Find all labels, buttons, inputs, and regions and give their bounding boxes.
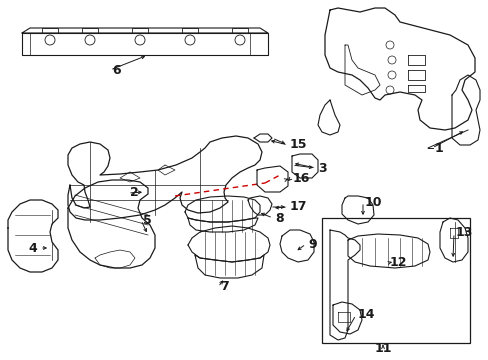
- Text: 5: 5: [142, 213, 151, 226]
- Text: 10: 10: [364, 195, 382, 208]
- Text: 9: 9: [307, 238, 316, 251]
- Text: 13: 13: [455, 226, 472, 239]
- Text: 7: 7: [220, 280, 228, 293]
- Text: 8: 8: [274, 211, 283, 225]
- Text: 17: 17: [289, 201, 307, 213]
- Text: 12: 12: [389, 256, 407, 270]
- Text: 16: 16: [292, 171, 310, 184]
- Text: 6: 6: [112, 63, 121, 77]
- Text: 1: 1: [434, 141, 443, 154]
- Text: 3: 3: [317, 162, 326, 175]
- Bar: [321, 218, 469, 343]
- Text: 4: 4: [28, 242, 37, 255]
- Text: 2: 2: [130, 186, 139, 199]
- Text: 11: 11: [373, 342, 391, 355]
- Text: 14: 14: [357, 309, 375, 321]
- Text: 15: 15: [289, 139, 307, 152]
